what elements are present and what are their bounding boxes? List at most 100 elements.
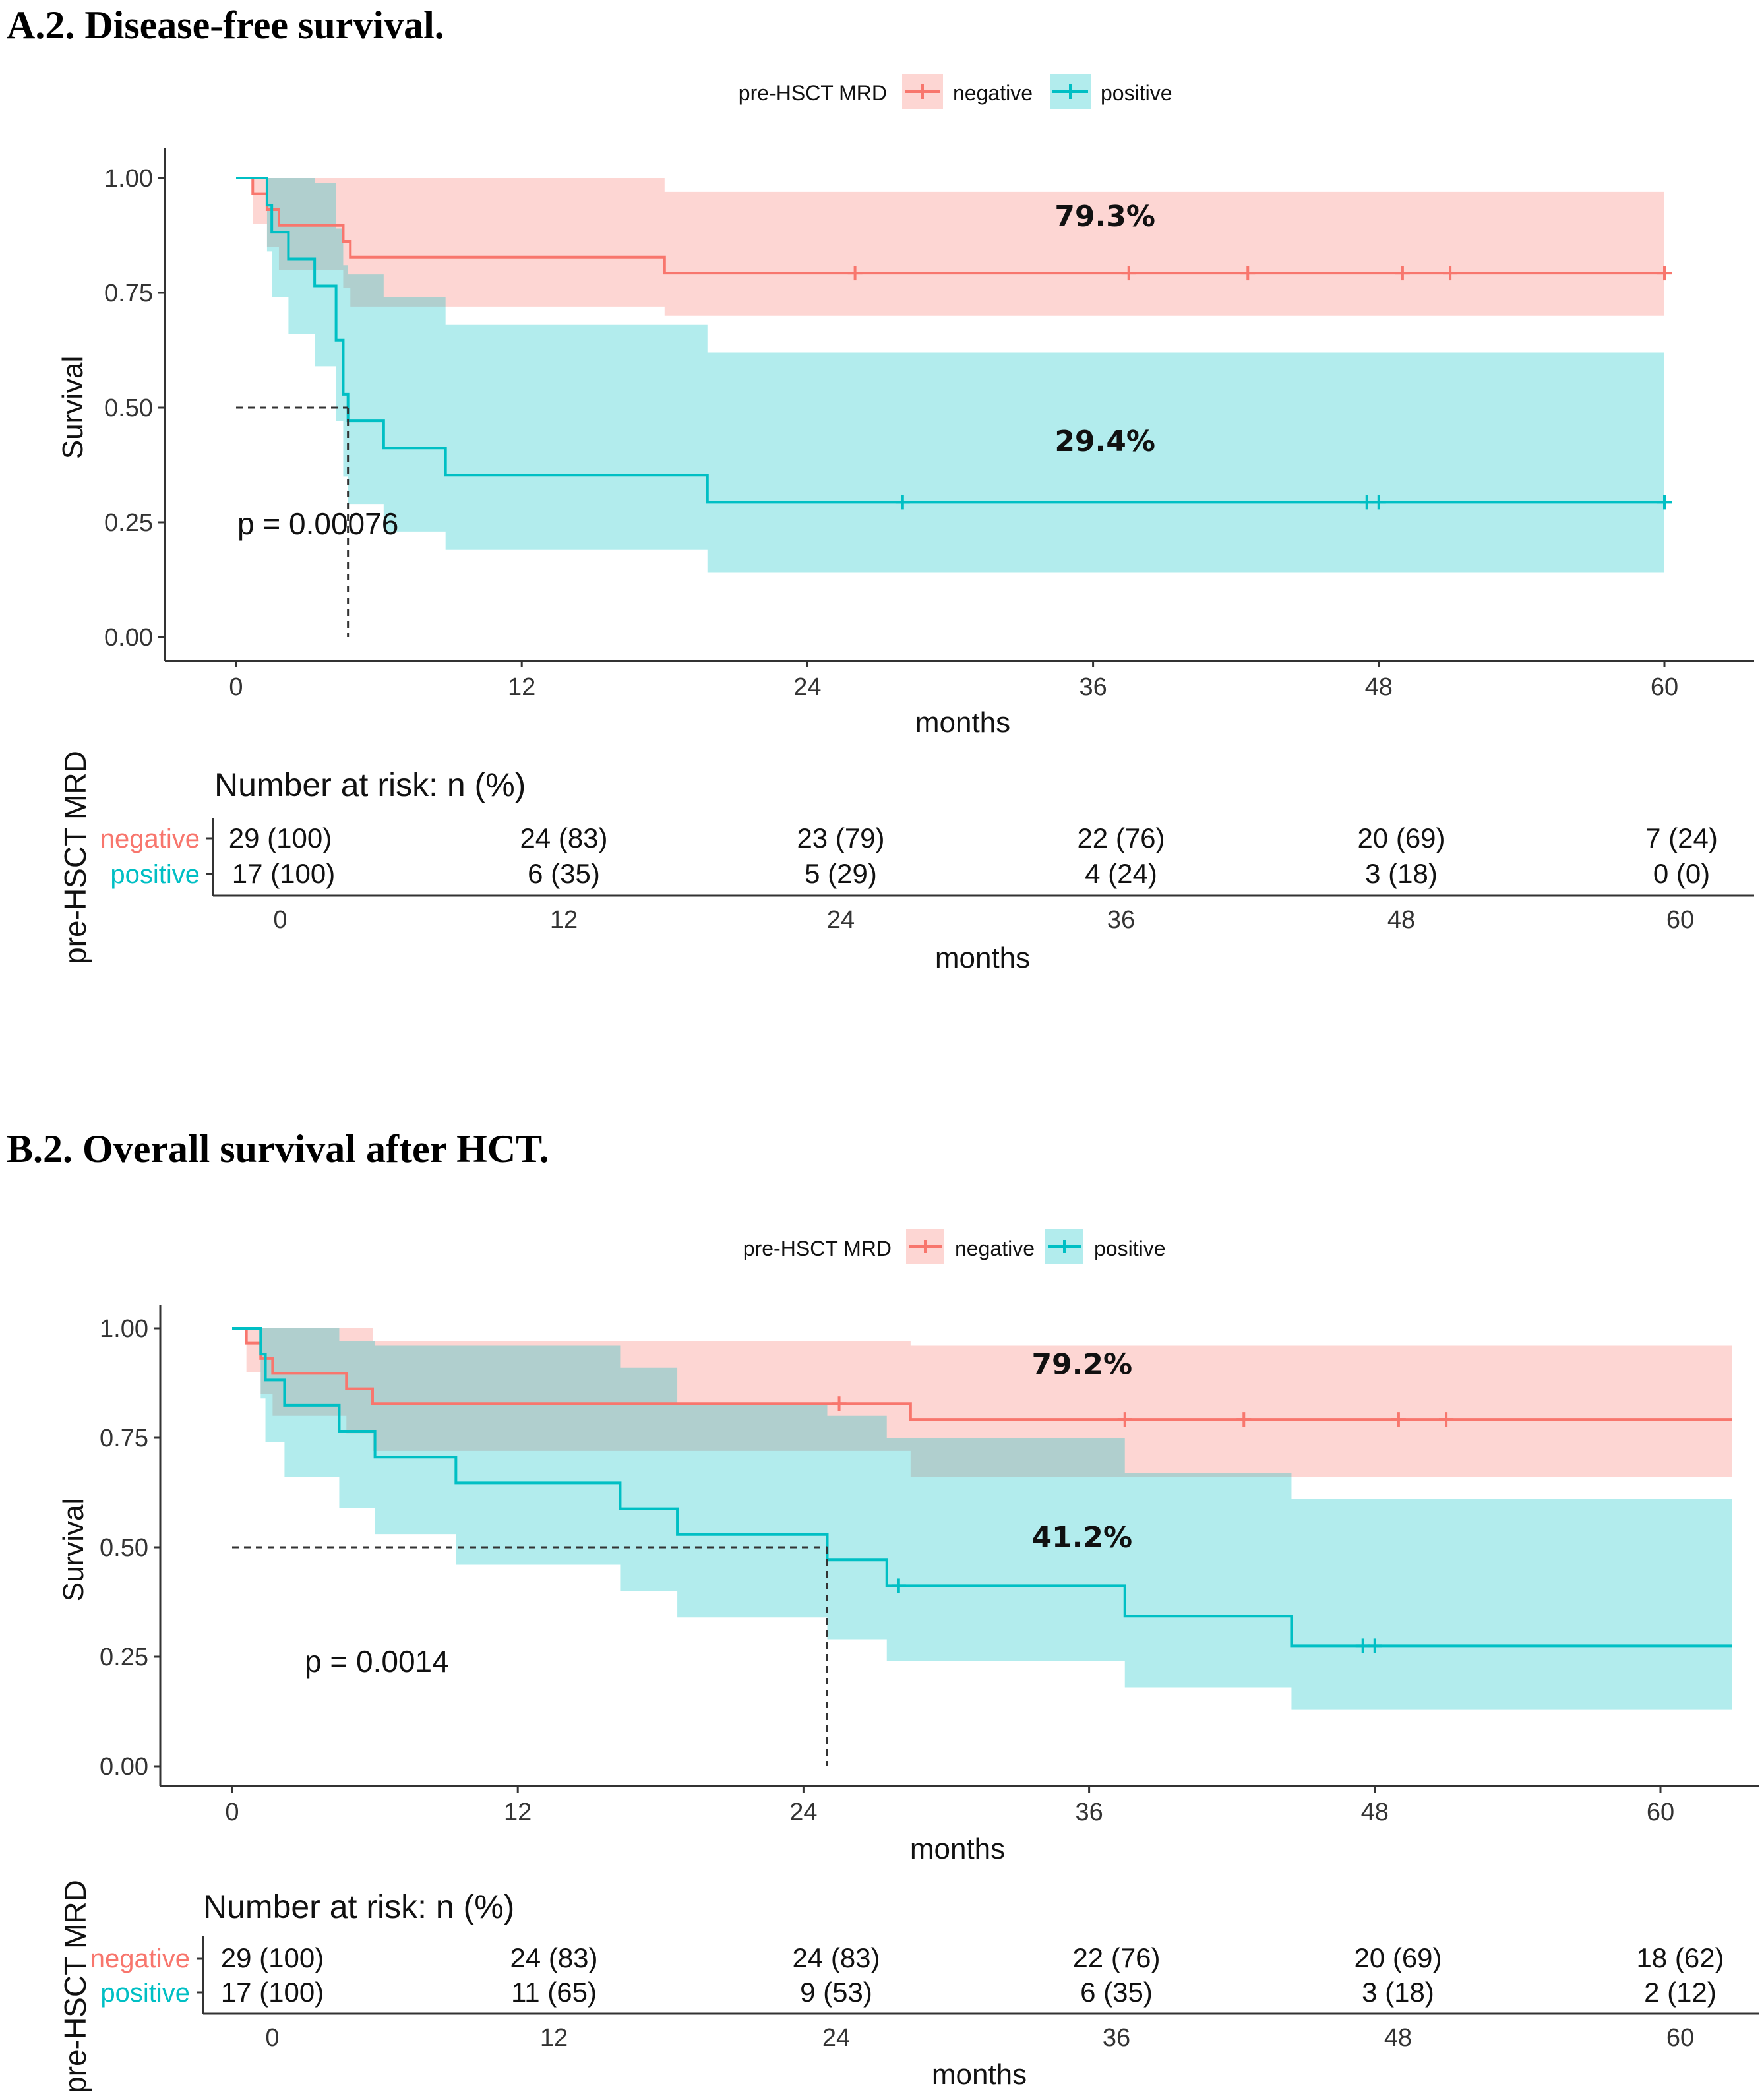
panel-b-risk-negative-name: negative xyxy=(90,1944,190,1973)
x-tick-label: 0 xyxy=(225,1799,239,1826)
panel-a-risk-negative-36: 22 (76) xyxy=(1077,822,1165,853)
legend-negative-label: negative xyxy=(953,81,1033,105)
y-tick-label: 1.00 xyxy=(100,1315,148,1343)
panel-b-risk-xtick-36: 36 xyxy=(1103,2024,1130,2052)
panel-b-risk-title: Number at risk: n (%) xyxy=(203,1888,514,1925)
panel-a-risk-positive-36: 4 (24) xyxy=(1085,858,1157,889)
panel-a-legend: pre-HSCT MRD negative positive xyxy=(739,74,1172,109)
panel-a-risk-positive-60: 0 (0) xyxy=(1653,858,1710,889)
y-tick-label: 0.00 xyxy=(100,1753,148,1781)
panel-b-risk-x-title: months xyxy=(932,2058,1027,2091)
y-tick-label: 0.25 xyxy=(100,1644,148,1671)
panel-a-risk-xtick-60: 60 xyxy=(1666,906,1694,934)
legend-negative-label: negative xyxy=(955,1237,1035,1260)
panel-b-risk-negative-12: 24 (83) xyxy=(510,1942,597,1973)
negative-survival-label: 79.2% xyxy=(1031,1348,1132,1382)
panel-a-axis-ticks: 0.00 0.25 0.50 0.75 1.00 0 12 24 36 48 60 xyxy=(104,165,1678,701)
panel-b-heading: B.2. Overall survival after HCT. xyxy=(7,1127,549,1171)
panel-b-risk-negative-36: 22 (76) xyxy=(1072,1942,1160,1973)
positive-survival-label: 29.4% xyxy=(1054,425,1155,458)
panel-b-y-title: Survival xyxy=(57,1498,90,1602)
panel-a-risk-negative-12: 24 (83) xyxy=(520,822,607,853)
positive-survival-curve xyxy=(232,1327,1732,1648)
x-tick-label: 12 xyxy=(508,673,535,701)
panel-a-pvalue: p = 0.00076 xyxy=(237,507,398,541)
x-tick-label: 60 xyxy=(1651,673,1678,701)
panel-b-risk-xtick-60: 60 xyxy=(1666,2024,1694,2052)
panel-b-risk-xtick-24: 24 xyxy=(822,2024,850,2052)
panel-b-plot: 79.2% 41.2% xyxy=(232,1327,1732,1766)
panel-a-heading: A.2. Disease-free survival. xyxy=(7,3,444,47)
x-tick-label: 24 xyxy=(789,1799,817,1826)
panel-a-risk-xtick-0: 0 xyxy=(273,906,287,934)
panel-a-risk-negative-0: 29 (100) xyxy=(229,822,332,853)
x-tick-label: 36 xyxy=(1079,673,1107,701)
legend-title: pre-HSCT MRD xyxy=(739,81,887,105)
panel-a-risk-xtick-12: 12 xyxy=(550,906,578,934)
panel-a-risk-xtick-36: 36 xyxy=(1107,906,1135,934)
panel-b-risk-xtick-48: 48 xyxy=(1384,2024,1412,2052)
legend-title: pre-HSCT MRD xyxy=(743,1237,892,1260)
panel-a-y-title: Survival xyxy=(57,356,89,460)
negative-survival-curve xyxy=(236,177,1664,275)
panel-b-risk-positive-name: positive xyxy=(100,1979,190,2008)
x-tick-label: 36 xyxy=(1075,1799,1103,1826)
positive-survival-curve xyxy=(236,177,1664,504)
negative-survival-label: 79.3% xyxy=(1054,200,1155,233)
legend-positive-label: positive xyxy=(1101,81,1172,105)
y-tick-label: 0.00 xyxy=(104,624,153,652)
panel-b-risk-xtick-12: 12 xyxy=(540,2024,568,2052)
panel-a-risk-positive-0: 17 (100) xyxy=(232,858,335,889)
panel-b-risk-negative-24: 24 (83) xyxy=(792,1942,880,1973)
panel-a-risk-xtick-24: 24 xyxy=(827,906,855,934)
panel-a-risk-x-title: months xyxy=(935,942,1030,974)
y-tick-label: 0.50 xyxy=(100,1534,148,1562)
panel-b-legend: pre-HSCT MRD negative positive xyxy=(743,1229,1166,1264)
panel-a-risk-negative-24: 23 (79) xyxy=(797,822,884,853)
panel-a-risk-xtick-48: 48 xyxy=(1387,906,1415,934)
y-tick-label: 0.25 xyxy=(104,509,153,537)
panel-b-pvalue: p = 0.0014 xyxy=(305,1644,449,1679)
panel-b-risk-negative-0: 29 (100) xyxy=(221,1942,324,1973)
panel-b-risk-positive-36: 6 (35) xyxy=(1080,1977,1153,2008)
panel-a-plot: 79.3% 29.4% xyxy=(236,177,1672,637)
legend-positive-label: positive xyxy=(1094,1237,1166,1260)
x-tick-label: 0 xyxy=(229,673,243,701)
x-tick-label: 24 xyxy=(793,673,821,701)
x-tick-label: 12 xyxy=(504,1799,532,1826)
panel-a-risk-negative-48: 20 (69) xyxy=(1357,822,1445,853)
panel-a-risk-y-title: pre-HSCT MRD xyxy=(58,751,92,964)
negative-survival-curve xyxy=(232,1327,1732,1421)
y-tick-label: 1.00 xyxy=(104,165,153,193)
x-tick-label: 60 xyxy=(1647,1799,1674,1826)
panel-b-risk-positive-12: 11 (65) xyxy=(511,1977,597,2008)
panel-a-risk-negative-60: 7 (24) xyxy=(1645,822,1718,853)
x-tick-label: 48 xyxy=(1365,673,1393,701)
panel-b-risk-xtick-0: 0 xyxy=(265,2024,279,2052)
y-tick-label: 0.75 xyxy=(104,280,153,307)
panel-b-risk-positive-60: 2 (12) xyxy=(1644,1977,1717,2008)
panel-b-risk-negative-60: 18 (62) xyxy=(1636,1942,1724,1973)
panel-b-risk-positive-48: 3 (18) xyxy=(1362,1977,1434,2008)
panel-b-risk-y-title: pre-HSCT MRD xyxy=(58,1880,92,2093)
x-tick-label: 48 xyxy=(1361,1799,1389,1826)
panel-a-risk-positive-name: positive xyxy=(110,860,200,889)
panel-b-x-title: months xyxy=(910,1833,1005,1865)
panel-a-risk-positive-24: 5 (29) xyxy=(805,858,877,889)
panel-b-axis-ticks: 0.00 0.25 0.50 0.75 1.00 0 12 24 36 48 60 xyxy=(100,1315,1674,1826)
panel-a-risk-title: Number at risk: n (%) xyxy=(214,766,526,803)
positive-survival-label: 41.2% xyxy=(1031,1521,1132,1555)
y-tick-label: 0.75 xyxy=(100,1425,148,1452)
positive-ci-band xyxy=(232,1328,1732,1710)
negative-ci-band xyxy=(232,1328,1732,1477)
y-tick-label: 0.50 xyxy=(104,394,153,422)
panel-a-risk-positive-48: 3 (18) xyxy=(1365,858,1438,889)
panel-b-risk-positive-0: 17 (100) xyxy=(221,1977,324,2008)
panel-a-risk-positive-12: 6 (35) xyxy=(528,858,600,889)
panel-b-risk-positive-24: 9 (53) xyxy=(800,1977,872,2008)
panel-a-x-title: months xyxy=(915,706,1010,739)
panel-b-risk-negative-48: 20 (69) xyxy=(1354,1942,1442,1973)
negative-ci-band xyxy=(236,178,1664,334)
panel-a-risk-negative-name: negative xyxy=(100,824,200,853)
